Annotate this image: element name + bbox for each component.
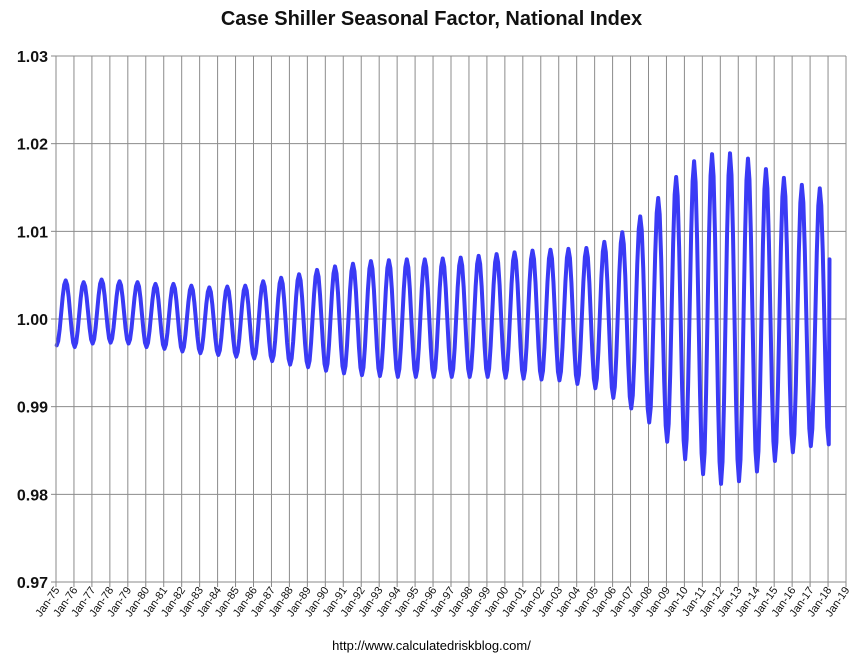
x-axis-ticks: Jan-75Jan-76Jan-77Jan-78Jan-79Jan-80Jan-… bbox=[33, 582, 852, 619]
y-axis-ticks: 0.97 0.98 0.99 1.00 1.01 1.02 1.03 bbox=[17, 49, 56, 592]
y-tick-label: 0.97 bbox=[17, 575, 48, 592]
y-tick-label: 1.01 bbox=[17, 224, 48, 241]
y-tick-label: 1.00 bbox=[17, 312, 48, 329]
y-tick-label: 0.98 bbox=[17, 487, 48, 504]
y-tick-label: 1.02 bbox=[17, 137, 48, 154]
series-line bbox=[54, 151, 832, 486]
chart-title: Case Shiller Seasonal Factor, National I… bbox=[220, 8, 643, 30]
chart-footer: http://www.calculatedriskblog.com/ bbox=[332, 638, 531, 653]
y-tick-label: 0.99 bbox=[17, 400, 48, 417]
y-tick-label: 1.03 bbox=[17, 49, 48, 66]
